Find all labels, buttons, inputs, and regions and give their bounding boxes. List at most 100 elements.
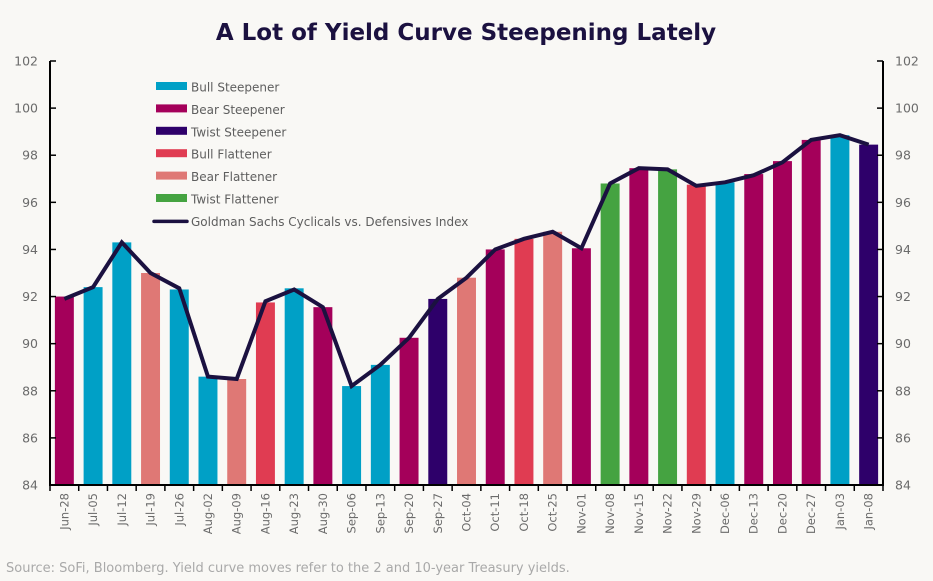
bar-oct-04 bbox=[457, 277, 476, 485]
x-tick-label: Dec-06 bbox=[718, 493, 732, 534]
legend-swatch bbox=[156, 171, 187, 180]
bar-sep-06 bbox=[342, 386, 362, 485]
bar-aug-23 bbox=[284, 288, 304, 485]
bar-jul-12 bbox=[112, 242, 132, 485]
x-tick-label: Nov-15 bbox=[632, 493, 646, 534]
legend-swatch bbox=[156, 82, 187, 90]
legend-label: Twist Steepener bbox=[190, 125, 286, 139]
y-tick-label-right: 86 bbox=[895, 430, 911, 445]
legend-label: Goldman Sachs Cyclicals vs. Defensives I… bbox=[191, 215, 468, 229]
bar-aug-16 bbox=[255, 302, 275, 485]
legend-swatch bbox=[156, 104, 187, 113]
y-tick-label-left: 98 bbox=[22, 148, 38, 163]
bar-dec-20 bbox=[772, 161, 792, 486]
legend-label: Bull Steepener bbox=[191, 81, 279, 95]
x-tick-label: Jul-19 bbox=[144, 493, 158, 527]
y-tick-label-right: 94 bbox=[895, 242, 911, 257]
source-note: Source: SoFi, Bloomberg. Yield curve mov… bbox=[6, 561, 570, 576]
x-tick-label: Oct-18 bbox=[517, 493, 531, 532]
y-tick-label-left: 100 bbox=[14, 101, 38, 116]
bar-nov-15 bbox=[629, 168, 649, 485]
legend-label: Twist Flattener bbox=[190, 193, 279, 207]
y-tick-label-left: 96 bbox=[22, 195, 38, 210]
bar-nov-08 bbox=[600, 183, 620, 486]
bar-dec-06 bbox=[715, 182, 735, 485]
bar-aug-02 bbox=[198, 376, 218, 485]
y-tick-label-right: 100 bbox=[895, 101, 919, 116]
x-tick-label: Aug-30 bbox=[316, 493, 330, 534]
x-tick-label: Nov-29 bbox=[689, 493, 703, 534]
y-tick-label-left: 90 bbox=[22, 336, 38, 351]
x-tick-label: Aug-09 bbox=[230, 493, 244, 534]
bar-jul-05 bbox=[83, 287, 103, 485]
legend-label: Bear Steepener bbox=[191, 103, 285, 117]
y-tick-label-left: 86 bbox=[22, 430, 38, 445]
bar-oct-18 bbox=[514, 238, 534, 485]
y-tick-label-left: 102 bbox=[14, 54, 38, 69]
bar-jan-03 bbox=[830, 135, 850, 485]
legend-swatch bbox=[156, 194, 187, 202]
legend-label: Bull Flattener bbox=[191, 148, 272, 162]
bars-group bbox=[54, 135, 879, 486]
y-tick-label-left: 94 bbox=[22, 242, 38, 257]
x-tick-label: Jun-28 bbox=[57, 493, 71, 531]
x-tick-label: Nov-22 bbox=[661, 493, 675, 534]
y-tick-label-left: 88 bbox=[22, 383, 38, 398]
y-tick-label-right: 90 bbox=[895, 336, 911, 351]
bar-aug-30 bbox=[313, 307, 333, 485]
x-tick-label: Sep-20 bbox=[402, 493, 416, 533]
bar-oct-25 bbox=[543, 231, 563, 485]
x-tick-label: Dec-27 bbox=[804, 493, 818, 534]
x-tick-label: Oct-04 bbox=[460, 493, 474, 532]
bar-jul-19 bbox=[141, 273, 161, 485]
x-tick-label: Oct-25 bbox=[546, 493, 560, 532]
x-tick-label: Nov-01 bbox=[574, 493, 588, 534]
legend-item: Twist Flattener bbox=[156, 193, 279, 207]
bar-nov-29 bbox=[686, 184, 706, 486]
y-tick-label-right: 88 bbox=[895, 383, 911, 398]
x-tick-label: Jul-05 bbox=[86, 493, 100, 527]
y-tick-label-left: 84 bbox=[22, 478, 38, 493]
y-tick-label-right: 96 bbox=[895, 195, 911, 210]
bar-jul-26 bbox=[169, 289, 189, 485]
bar-nov-22 bbox=[658, 169, 678, 486]
bar-jan-08 bbox=[859, 144, 879, 485]
y-tick-label-right: 102 bbox=[895, 54, 919, 69]
x-tick-label: Jul-26 bbox=[172, 493, 186, 527]
legend-item: Bear Flattener bbox=[156, 170, 277, 184]
x-tick-label: Aug-02 bbox=[201, 493, 215, 534]
x-tick-label: Sep-13 bbox=[373, 493, 387, 533]
x-tick-label: Jul-12 bbox=[115, 493, 129, 527]
x-tick-label: Oct-11 bbox=[488, 493, 502, 532]
bar-aug-09 bbox=[227, 379, 247, 485]
line-series-group bbox=[63, 133, 870, 390]
legend-swatch bbox=[156, 149, 187, 158]
x-tick-label: Jan-03 bbox=[833, 493, 847, 531]
legend-swatch bbox=[156, 126, 187, 135]
bar-dec-27 bbox=[801, 139, 821, 485]
chart-title: A Lot of Yield Curve Steepening Lately bbox=[216, 20, 716, 46]
bar-sep-13 bbox=[370, 364, 390, 485]
y-tick-label-right: 84 bbox=[895, 478, 911, 493]
legend-item: Goldman Sachs Cyclicals vs. Defensives I… bbox=[152, 215, 468, 229]
y-tick-label-left: 92 bbox=[22, 289, 38, 304]
bar-sep-27 bbox=[428, 298, 448, 485]
legend-item: Bear Steepener bbox=[156, 103, 285, 117]
bar-nov-01 bbox=[571, 248, 591, 485]
bar-jun-28 bbox=[54, 296, 74, 485]
x-tick-label: Dec-20 bbox=[775, 493, 789, 534]
y-tick-label-right: 92 bbox=[895, 289, 911, 304]
bar-oct-11 bbox=[485, 249, 505, 485]
bar-sep-20 bbox=[399, 337, 419, 485]
legend-item: Bull Flattener bbox=[156, 148, 272, 162]
x-tick-label: Aug-16 bbox=[258, 493, 272, 534]
x-tick-label: Sep-06 bbox=[345, 493, 359, 533]
x-tick-label: Aug-23 bbox=[287, 493, 301, 534]
x-tick-label: Jan-08 bbox=[862, 493, 876, 531]
x-tick-label: Nov-08 bbox=[603, 493, 617, 534]
legend-label: Bear Flattener bbox=[191, 170, 277, 184]
axes-group: 84 86 88 90 92 94 96 98 100 102 84 86 88 90 92 94 96 98 10… bbox=[14, 54, 919, 535]
legend-item: Bull Steepener bbox=[156, 81, 279, 95]
y-tick-label-right: 98 bbox=[895, 148, 911, 163]
